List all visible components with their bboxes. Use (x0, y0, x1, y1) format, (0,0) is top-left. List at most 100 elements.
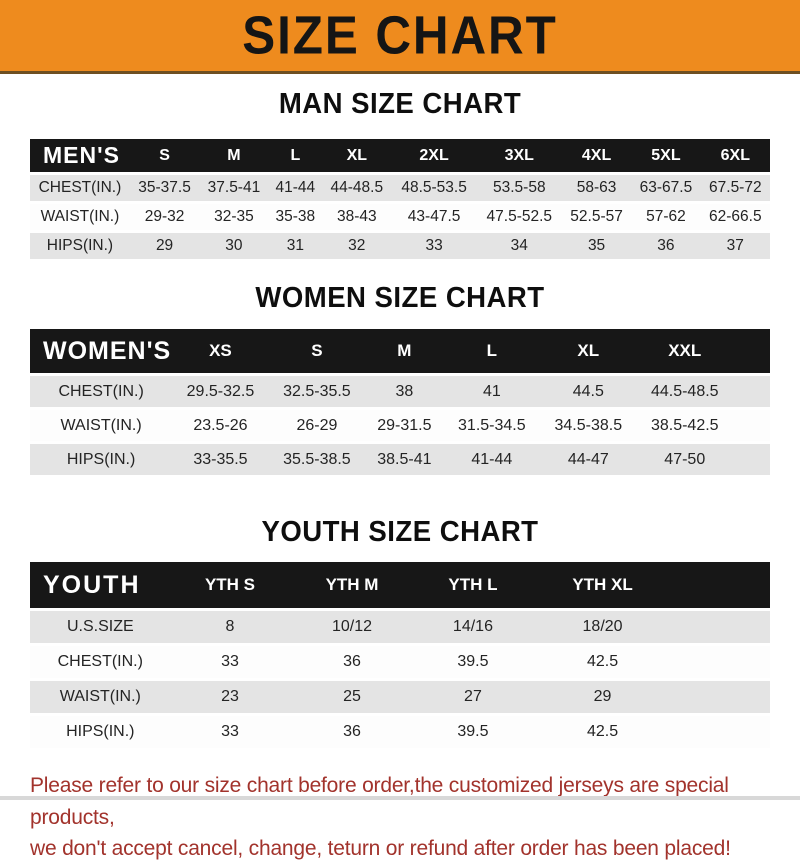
size-cell: 38-43 (336, 208, 377, 225)
spacer-cell (674, 715, 770, 749)
women-section-heading: WOMEN SIZE CHART (255, 282, 545, 314)
size-cell: 18/20 (582, 618, 623, 635)
size-cell: 29 (155, 237, 174, 254)
women-table-corner-label: WOMEN'S (30, 329, 173, 375)
spacer-cell (733, 409, 770, 443)
row-label: WAIST(IN.) (59, 688, 141, 705)
size-column-header: S (268, 329, 366, 375)
spacer-cell (674, 680, 770, 715)
measurement-row: CHEST(IN.) 35-37.5 37.5-41 41-44 44-48.5 48.5… (30, 173, 770, 203)
measurement-row: U.S.SIZE 8 10/12 14/16 18/20 (30, 609, 770, 645)
size-cell: 29-31.5 (377, 416, 432, 434)
row-label: CHEST(IN.) (38, 179, 122, 196)
youth-table-corner-label: YOUTH (30, 562, 171, 610)
size-cell: 44-47 (567, 450, 609, 468)
row-label: HIPS(IN.) (66, 450, 136, 468)
size-column-header: YTH L (414, 562, 532, 610)
measurement-row: HIPS(IN.) 29 30 31 32 33 34 35 36 37 (30, 231, 770, 259)
size-cell: 33 (221, 723, 239, 740)
measurement-row: CHEST(IN.) 29.5-32.5 32.5-35.5 38 41 44.5 44.5… (30, 374, 770, 409)
size-cell: 36 (343, 723, 361, 740)
row-label: U.S.SIZE (66, 618, 134, 635)
size-cell: 32 (348, 237, 366, 254)
size-cell: 34 (510, 237, 528, 254)
size-column-header: XL (540, 329, 637, 375)
size-cell: 53.5-58 (493, 179, 546, 196)
women-size-table: WOMEN'S XS S M L XL XXL CHEST(IN.) 29.5-32.5 32.5… (30, 329, 770, 475)
size-cell: 34.5-38.5 (554, 416, 623, 434)
size-cell: 33 (221, 653, 239, 670)
size-cell: 39.5 (457, 723, 489, 740)
order-notice: Please refer to our size chart before or… (30, 770, 770, 865)
size-cell: 43-47.5 (407, 208, 461, 225)
size-cell: 42.5 (586, 723, 619, 740)
row-label: WAIST(IN.) (40, 208, 120, 225)
row-label: HIPS(IN.) (66, 723, 135, 740)
size-cell: 31.5-34.5 (458, 416, 526, 434)
size-column-header: 2XL (391, 139, 477, 174)
size-cell: 38.5-42.5 (650, 416, 719, 434)
size-cell: 29.5-32.5 (186, 382, 255, 400)
size-cell: 8 (225, 618, 235, 635)
size-column-header: 6XL (700, 139, 770, 174)
size-cell: 27 (464, 688, 482, 705)
size-column-header: YTH XL (531, 562, 674, 610)
women-header-row: WOMEN'S XS S M L XL XXL (30, 329, 770, 375)
banner-title: SIZE CHART (242, 5, 558, 66)
size-cell: 23 (221, 688, 239, 705)
spacer-cell (733, 375, 770, 409)
measurement-row: HIPS(IN.) 33 36 39.5 42.5 (30, 714, 770, 749)
size-column-header: L (268, 139, 323, 174)
size-cell: 41 (482, 382, 501, 400)
size-cell: 33 (425, 237, 443, 254)
size-cell: 39.5 (457, 653, 489, 670)
youth-section: YOUTH YTH S YTH M YTH L YTH XL U.S.SIZE 8 10/12… (0, 562, 800, 748)
spacer-cell (673, 562, 770, 610)
size-cell: 48.5-53.5 (401, 179, 467, 196)
order-notice-line2: we don't accept cancel, change, teturn o… (30, 837, 731, 860)
measurement-row: WAIST(IN.) 29-32 32-35 35-38 38-43 43-47.5 47.… (30, 202, 770, 232)
size-cell: 63-67.5 (639, 179, 693, 196)
size-column-header: M (199, 139, 269, 174)
size-cell: 44.5-48.5 (650, 382, 719, 400)
size-cell: 32-35 (214, 208, 254, 225)
size-cell: 26-29 (296, 416, 338, 434)
men-table-corner-label: MEN'S (30, 139, 130, 174)
spacer-cell (733, 443, 770, 476)
size-cell: 62-66.5 (709, 208, 762, 225)
size-column-header: YTH S (170, 562, 290, 610)
size-column-header: S (129, 139, 200, 174)
size-column-header: XS (172, 329, 269, 375)
size-chart-banner: SIZE CHART (0, 0, 800, 74)
row-label: CHEST(IN.) (58, 382, 144, 400)
youth-header-row: YOUTH YTH S YTH M YTH L YTH XL (30, 562, 770, 610)
size-cell: 14/16 (452, 618, 493, 635)
order-notice-line1: Please refer to our size chart before or… (30, 774, 729, 829)
size-cell: 32.5-35.5 (283, 382, 351, 400)
men-size-table: MEN'S S M L XL 2XL 3XL 4XL 5XL 6XL CHEST(IN.) 35-37… (30, 139, 770, 259)
size-cell: 47.5-52.5 (486, 208, 553, 225)
size-cell: 67.5-72 (709, 179, 762, 196)
size-cell: 33-35.5 (193, 450, 248, 468)
size-column-header: YTH M (289, 562, 415, 610)
size-column-header: 3XL (476, 139, 562, 174)
women-section: WOMEN'S XS S M L XL XXL CHEST(IN.) 29.5-32.5 32.5… (0, 329, 800, 475)
size-column-header: 5XL (631, 139, 701, 174)
size-cell: 36 (657, 237, 675, 254)
size-cell: 41-44 (275, 179, 316, 196)
size-cell: 37.5-41 (207, 179, 261, 196)
size-cell: 35.5-38.5 (283, 450, 351, 468)
measurement-row: CHEST(IN.) 33 36 39.5 42.5 (30, 644, 770, 680)
row-label: HIPS(IN.) (46, 237, 114, 254)
size-column-header: XXL (636, 329, 733, 375)
size-column-header: 4XL (561, 139, 632, 174)
size-cell: 29 (593, 688, 612, 705)
bottom-divider (0, 796, 800, 800)
row-label: CHEST(IN.) (57, 653, 143, 670)
size-cell: 52.5-57 (570, 208, 623, 225)
size-cell: 47-50 (664, 450, 706, 468)
size-cell: 23.5-26 (193, 416, 248, 434)
size-cell: 38.5-41 (377, 450, 432, 468)
row-label: WAIST(IN.) (60, 416, 142, 434)
youth-size-table: YOUTH YTH S YTH M YTH L YTH XL U.S.SIZE 8 10/12… (30, 562, 770, 748)
